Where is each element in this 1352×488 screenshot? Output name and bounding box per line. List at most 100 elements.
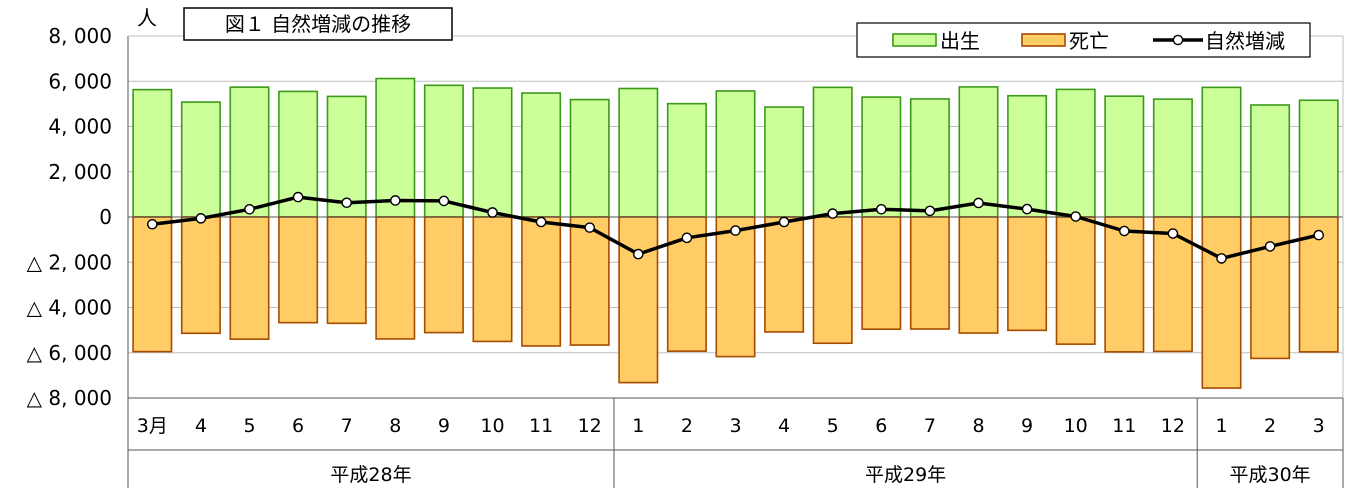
birth-bar — [229, 86, 270, 218]
x-category-label: 3月 — [137, 415, 168, 437]
y-tick-label: 6, 000 — [48, 69, 112, 93]
birth-bar — [423, 84, 464, 218]
death-bar — [618, 216, 659, 384]
death-bar — [812, 216, 853, 345]
legend-line-marker — [1172, 34, 1184, 46]
death-bar — [472, 216, 513, 343]
net-change-point — [924, 205, 936, 217]
x-category-label: 11 — [529, 415, 553, 437]
death-bar — [229, 216, 270, 340]
net-change-point — [389, 195, 401, 206]
x-category-label: 8 — [972, 415, 984, 437]
net-change-point — [778, 216, 790, 228]
net-change-point — [341, 197, 353, 209]
birth-bar — [715, 90, 756, 218]
x-category-label: 9 — [438, 415, 450, 437]
birth-bar — [861, 96, 902, 218]
y-tick-label: △ 6, 000 — [27, 341, 112, 365]
net-change-point — [146, 218, 158, 230]
net-change-point — [827, 208, 839, 219]
x-category-label: 3 — [729, 415, 741, 437]
death-bar — [958, 216, 999, 334]
birth-bar — [958, 86, 999, 218]
legend-net-label: 自然増減 — [1205, 29, 1285, 53]
y-axis-ticks: 8, 000 6, 000 4, 000 2, 000 0 △ 2, 000 △ 4, 00… — [27, 24, 112, 410]
net-change-point — [876, 204, 887, 215]
x-category-label: 10 — [480, 415, 504, 437]
death-bar — [715, 216, 756, 358]
birth-bar — [569, 98, 610, 218]
birth-bar — [1007, 94, 1048, 218]
x-category-label: 12 — [1161, 415, 1185, 437]
birth-bar — [1298, 99, 1339, 218]
net-change-point — [1021, 203, 1033, 215]
birth-bar — [666, 102, 707, 218]
birth-bar — [1055, 88, 1096, 218]
birth-bar — [1201, 86, 1242, 218]
y-tick-label: △ 4, 000 — [27, 296, 112, 320]
birth-bar — [1250, 104, 1291, 218]
death-bar — [423, 216, 464, 334]
legend-death-label: 死亡 — [1069, 29, 1109, 53]
death-bar — [1007, 216, 1048, 332]
birth-bar — [472, 87, 513, 218]
x-category-label: 8 — [389, 415, 401, 437]
chart-title: 図１ 自然増減の推移 — [225, 12, 411, 36]
x-category-label: 11 — [1112, 415, 1136, 437]
net-change-point — [973, 197, 984, 209]
x-category-label: 4 — [778, 415, 790, 437]
net-change-point — [244, 204, 255, 215]
net-change-point — [1313, 229, 1324, 241]
birth-bar — [909, 98, 950, 218]
net-change-point — [1264, 241, 1276, 252]
x-category-label: 6 — [875, 415, 887, 437]
net-change-point — [1167, 228, 1179, 239]
death-bar — [1104, 216, 1145, 353]
y-tick-label: △ 2, 000 — [27, 250, 112, 274]
title-box — [183, 7, 453, 41]
death-bar — [1250, 216, 1291, 360]
x-category-label: 7 — [924, 415, 936, 437]
year-group-label: 平成28年 — [330, 464, 411, 486]
death-bar — [909, 216, 950, 330]
net-change-point — [195, 213, 207, 224]
birth-bar — [521, 92, 562, 218]
death-bar — [1055, 216, 1096, 345]
death-bar — [278, 216, 319, 324]
net-change-point — [681, 232, 693, 244]
year-group-label: 平成30年 — [1230, 464, 1311, 486]
death-bar — [861, 216, 902, 331]
x-category-label: 6 — [292, 415, 304, 437]
birth-bar — [1104, 95, 1145, 218]
legend-death-swatch — [1021, 33, 1066, 47]
x-category-label: 9 — [1021, 415, 1033, 437]
x-category-label: 5 — [827, 415, 839, 437]
death-bar — [764, 216, 805, 333]
y-tick-label: △ 8, 000 — [27, 386, 112, 410]
death-bar — [569, 216, 610, 346]
net-change-point — [535, 216, 547, 228]
legend-birth-label: 出生 — [940, 29, 980, 53]
net-change-point — [584, 222, 596, 233]
y-tick-label: 4, 000 — [48, 115, 112, 139]
net-change-point — [487, 207, 498, 218]
x-category-label: 7 — [341, 415, 353, 437]
y-tick-label: 2, 000 — [48, 160, 112, 184]
birth-bar — [375, 77, 416, 218]
x-category-label: 10 — [1064, 415, 1088, 437]
x-category-label: 2 — [1264, 415, 1276, 437]
net-change-point — [1119, 225, 1130, 237]
x-category-label: 3 — [1313, 415, 1325, 437]
death-bar — [180, 216, 221, 335]
x-category-label: 1 — [1215, 415, 1227, 437]
death-bar — [326, 216, 367, 325]
y-unit-label: 人 — [137, 6, 157, 30]
net-change-point — [1216, 253, 1227, 264]
y-tick-label: 0 — [99, 205, 112, 229]
birth-bar — [132, 88, 173, 218]
x-category-label: 1 — [632, 415, 644, 437]
x-category-label: 5 — [243, 415, 255, 437]
death-bar — [1201, 216, 1242, 389]
